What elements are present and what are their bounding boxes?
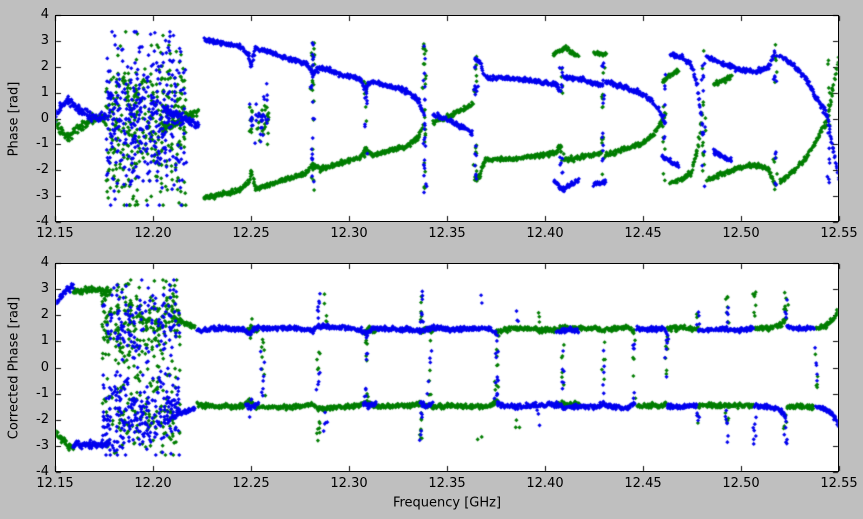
x-tick-label: 12.55 bbox=[820, 226, 858, 241]
y-tick-label: -3 bbox=[36, 188, 49, 204]
y-tick-label: -4 bbox=[36, 214, 49, 229]
y-tick-label: -3 bbox=[36, 437, 49, 453]
y-tick-label: 1 bbox=[40, 84, 49, 100]
x-tick-label: 12.50 bbox=[722, 226, 760, 241]
x-tick-label: 12.45 bbox=[624, 476, 662, 491]
y-tick-label: 2 bbox=[40, 307, 49, 323]
x-tick-label: 12.35 bbox=[428, 476, 466, 491]
y-tick-label: 4 bbox=[40, 7, 49, 22]
y-tick-label: 3 bbox=[40, 281, 49, 297]
y-tick-label: -1 bbox=[36, 136, 49, 152]
x-tick-label: 12.50 bbox=[722, 476, 760, 491]
x-tick-label: 12.55 bbox=[820, 476, 858, 491]
y-tick-label: 0 bbox=[40, 359, 49, 375]
y-tick-label: 0 bbox=[40, 110, 49, 126]
x-tick-label: 12.15 bbox=[36, 476, 74, 491]
y-tick-label: 1 bbox=[40, 333, 49, 349]
y-tick-label: -2 bbox=[36, 162, 49, 178]
x-tick-label: 12.45 bbox=[624, 226, 662, 241]
y-tick-label: 3 bbox=[40, 32, 49, 48]
x-tick-label: 12.40 bbox=[526, 226, 564, 241]
x-tick-label: 12.25 bbox=[232, 476, 270, 491]
x-tick-label: 12.30 bbox=[330, 226, 368, 241]
x-tick-label: 12.35 bbox=[428, 226, 466, 241]
x-tick-label: 12.15 bbox=[36, 226, 74, 241]
y-tick-label: -4 bbox=[36, 464, 49, 479]
frequency-xlabel: Frequency [GHz] bbox=[392, 495, 502, 511]
y-tick-label: -1 bbox=[36, 385, 49, 401]
x-tick-label: 12.20 bbox=[134, 226, 172, 241]
y-tick-label: -2 bbox=[36, 411, 49, 427]
x-tick-label: 12.25 bbox=[232, 226, 270, 241]
x-tick-label: 12.30 bbox=[330, 476, 368, 491]
x-tick-label: 12.40 bbox=[526, 476, 564, 491]
y-tick-label: 4 bbox=[40, 255, 49, 270]
x-tick-label: 12.20 bbox=[134, 476, 172, 491]
y-tick-label: 2 bbox=[40, 58, 49, 74]
